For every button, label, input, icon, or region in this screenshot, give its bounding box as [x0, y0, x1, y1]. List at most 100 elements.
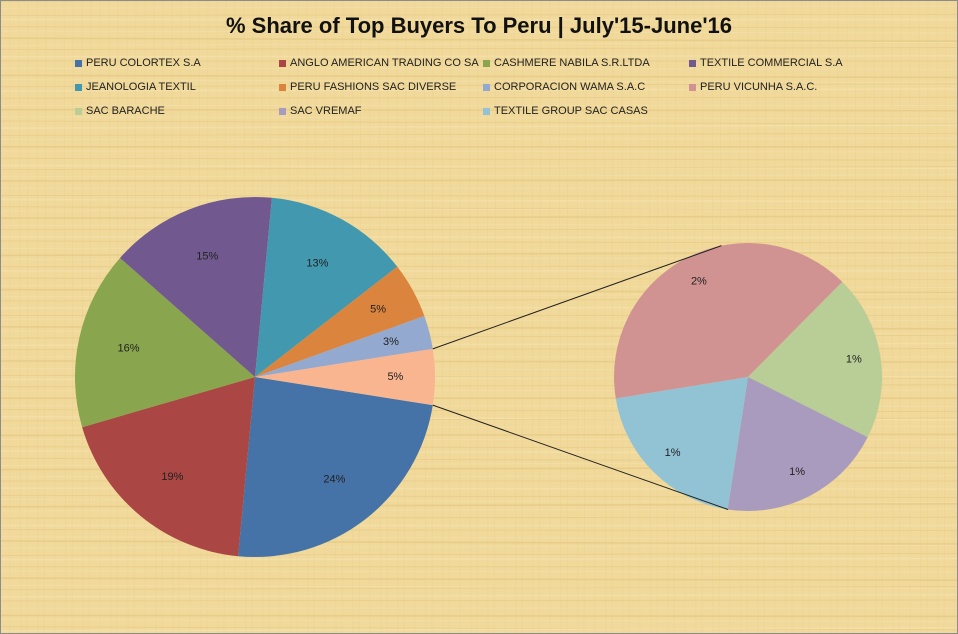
- legend-swatch: [75, 59, 82, 67]
- pie-slice: [82, 377, 256, 557]
- texture-line: [1, 599, 957, 602]
- legend-item: PERU FASHIONS SAC DIVERSE: [279, 80, 456, 94]
- texture-line: [1, 619, 957, 622]
- legend-item: PERU VICUNHA S.A.C.: [689, 80, 817, 94]
- texture-line: [1, 5, 957, 9]
- texture-line: [1, 179, 957, 182]
- legend-item: CASHMERE NABILA S.R.LTDA: [483, 56, 650, 70]
- texture-line: [891, 1, 894, 633]
- texture-line: [603, 1, 607, 633]
- pie-slice: [255, 197, 398, 377]
- texture-line: [468, 1, 472, 633]
- texture-line: [943, 1, 947, 633]
- data-label: 3%: [383, 336, 399, 348]
- texture-line: [1, 194, 957, 197]
- legend-swatch: [75, 83, 82, 91]
- texture-line: [1, 42, 957, 46]
- legend-swatch: [483, 83, 490, 91]
- secondary-pie-slice: [748, 281, 883, 438]
- texture-line: [936, 1, 939, 633]
- legend-swatch: [279, 107, 286, 115]
- pie-slice: [119, 197, 272, 377]
- texture-line: [441, 1, 444, 633]
- legend-item: TEXTILE COMMERCIAL S.A: [689, 56, 843, 70]
- texture-line: [1, 536, 957, 540]
- texture-line: [1, 164, 957, 170]
- texture-line: [1, 54, 957, 58]
- pie-slice: [238, 377, 433, 557]
- legend-swatch: [483, 107, 490, 115]
- data-label: 1%: [665, 447, 681, 459]
- texture-line: [1, 47, 957, 50]
- texture-line: [1, 13, 957, 16]
- texture-line: [611, 1, 614, 633]
- texture-line: [1, 544, 957, 549]
- texture-line: [1, 96, 957, 99]
- texture-line: [1, 124, 957, 129]
- texture-line: [1, 174, 957, 178]
- texture-line: [1, 150, 957, 153]
- data-label: 2%: [691, 276, 707, 288]
- texture-line: [1, 215, 957, 219]
- texture-line: [493, 1, 497, 633]
- texture-line: [1, 540, 957, 545]
- texture-line: [1, 83, 957, 88]
- texture-line: [1, 206, 957, 211]
- texture-line: [576, 1, 579, 633]
- legend-label: JEANOLOGIA TEXTIL: [86, 81, 196, 93]
- texture-line: [1, 67, 957, 70]
- texture-line: [1, 116, 957, 120]
- legend-item: SAC BARACHE: [75, 104, 165, 118]
- texture-line: [431, 1, 434, 633]
- texture-line: [1, 120, 957, 125]
- texture-line: [1, 79, 957, 83]
- texture-line: [1, 132, 957, 136]
- texture-line: [926, 1, 929, 633]
- legend-label: TEXTILE GROUP SAC CASAS: [494, 105, 648, 117]
- texture-line: [873, 1, 877, 633]
- data-label: 24%: [323, 473, 345, 485]
- texture-line: [1, 585, 957, 589]
- texture-line: [1, 577, 957, 582]
- texture-line: [558, 1, 562, 633]
- texture-line: [1, 138, 957, 141]
- legend-swatch: [689, 83, 696, 91]
- data-label: 16%: [118, 343, 140, 355]
- texture-line: [1, 593, 957, 598]
- legend-label: TEXTILE COMMERCIAL S.A: [700, 57, 843, 69]
- texture-line: [1, 166, 957, 171]
- secondary-pie-slice: [615, 377, 748, 510]
- legend-item: CORPORACION WAMA S.A.C: [483, 80, 645, 94]
- texture-line: [1, 553, 957, 556]
- legend-item: ANGLO AMERICAN TRADING CO SA: [279, 56, 479, 70]
- data-label: 1%: [846, 354, 862, 366]
- data-label: 15%: [196, 250, 218, 262]
- texture-line: [1, 37, 957, 42]
- legend-item: SAC VREMAF: [279, 104, 362, 118]
- texture-line: [1, 586, 957, 590]
- texture-line: [36, 1, 39, 633]
- connector-line: [432, 404, 729, 510]
- legend-swatch: [75, 107, 82, 115]
- secondary-pie-slice: [727, 377, 868, 511]
- legend-label: PERU COLORTEX S.A: [86, 57, 201, 69]
- texture-line: [1, 207, 957, 212]
- legend-swatch: [483, 59, 490, 67]
- texture-line: [423, 1, 427, 633]
- data-label: 5%: [370, 303, 386, 315]
- secondary-pie-slice: [614, 242, 843, 399]
- legend-label: SAC BARACHE: [86, 105, 165, 117]
- texture-line: [71, 1, 74, 633]
- texture-line: [1, 198, 957, 203]
- texture-line: [1, 157, 957, 161]
- texture-line: [486, 1, 489, 633]
- legend-item: JEANOLOGIA TEXTIL: [75, 80, 196, 94]
- legend-label: CORPORACION WAMA S.A.C: [494, 81, 646, 93]
- legend-label: PERU FASHIONS SAC DIVERSE: [290, 81, 457, 93]
- texture-line: [918, 1, 922, 633]
- texture-line: [621, 1, 624, 633]
- texture-line: [881, 1, 884, 633]
- legend-swatch: [279, 59, 286, 67]
